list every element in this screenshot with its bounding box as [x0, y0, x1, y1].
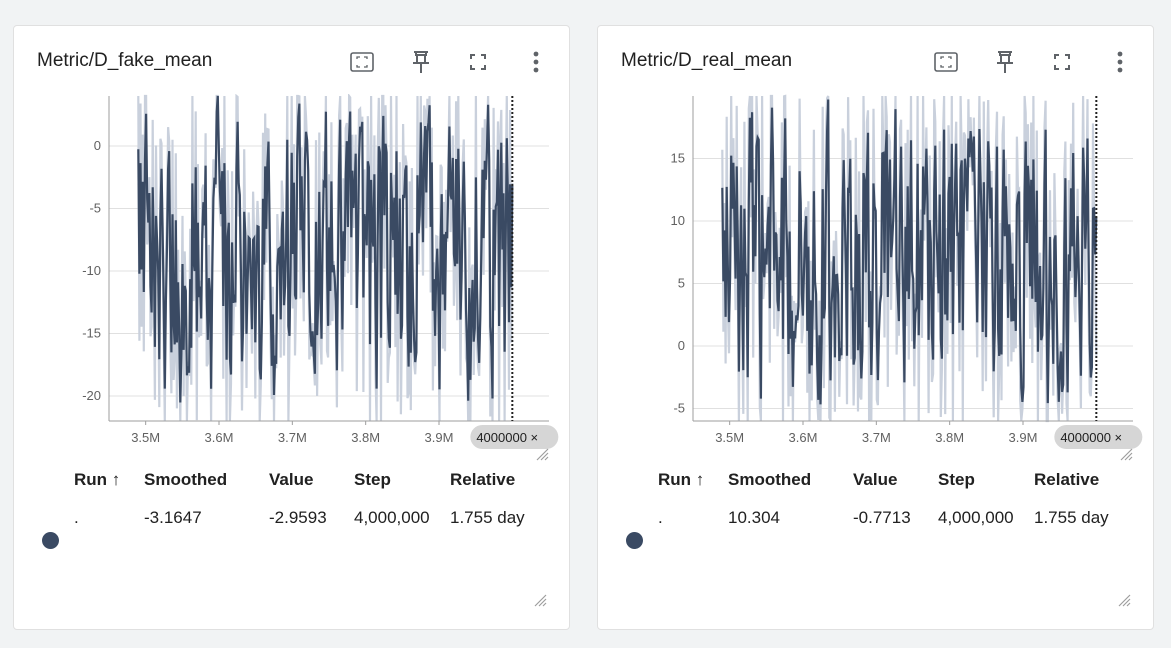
col-header-run[interactable]: Run ↑: [74, 470, 121, 489]
y-tick-label: -5: [673, 401, 685, 416]
smoothed-series-line: [721, 99, 1098, 405]
col-header-relative[interactable]: Relative: [1034, 470, 1100, 489]
pin-icon: [413, 51, 429, 73]
y-tick-label: -15: [82, 326, 101, 341]
col-header-smoothed[interactable]: Smoothed: [728, 470, 812, 489]
smoothed-series-line: [137, 95, 514, 403]
fullscreen-icon: [470, 54, 486, 70]
col-header-step[interactable]: Step: [938, 470, 975, 489]
scalar-card-d-real-mean: Metric/D_real_mean 15 10 5 0 -5 3.5M 3.6M 3.7M 3…: [597, 25, 1154, 630]
x-tick-label: 3.9M: [1009, 430, 1038, 445]
resize-handle-icon[interactable]: [1119, 447, 1133, 461]
resize-handle-icon[interactable]: [1117, 593, 1131, 607]
fit-domain-button[interactable]: [348, 48, 376, 76]
cell-value: -2.9593: [269, 508, 327, 527]
hover-step-pill: [470, 425, 559, 449]
col-header-run[interactable]: Run ↑: [658, 470, 705, 489]
more-vert-icon: [1117, 51, 1123, 73]
fullscreen-icon: [1054, 54, 1070, 70]
y-tick-label: -10: [82, 263, 101, 278]
pin-button[interactable]: [991, 48, 1019, 76]
x-tick-label: 3.6M: [789, 430, 818, 445]
cell-smoothed: 10.304: [728, 508, 780, 527]
cell-relative: 1.755 day: [1034, 508, 1109, 527]
cell-smoothed: -3.1647: [144, 508, 202, 527]
resize-handle-icon[interactable]: [533, 593, 547, 607]
y-tick-label: 15: [671, 151, 685, 166]
y-tick-label: 0: [678, 338, 685, 353]
cell-step: 4,000,000: [354, 508, 430, 527]
y-tick-label: -20: [82, 388, 101, 403]
more-vert-icon: [533, 51, 539, 73]
hover-step-label: 4000000 ×: [1060, 430, 1122, 445]
x-tick-label: 3.5M: [131, 430, 160, 445]
x-tick-label: 3.7M: [862, 430, 891, 445]
cell-run: .: [658, 508, 663, 527]
run-color-dot: [42, 532, 59, 549]
x-tick-label: 3.5M: [715, 430, 744, 445]
cell-run: .: [74, 508, 79, 527]
y-tick-label: -5: [89, 201, 101, 216]
col-header-smoothed[interactable]: Smoothed: [144, 470, 228, 489]
resize-handle-icon[interactable]: [535, 447, 549, 461]
card-title: Metric/D_fake_mean: [37, 50, 213, 71]
cell-step: 4,000,000: [938, 508, 1014, 527]
col-header-step[interactable]: Step: [354, 470, 391, 489]
fit-domain-button[interactable]: [932, 48, 960, 76]
line-chart[interactable]: 0 -5 -10 -15 -20 3.5M 3.6M 3.7M 3.8M 3.9M 4000000 …: [14, 94, 571, 462]
col-header-value[interactable]: Value: [269, 470, 314, 489]
fullscreen-button[interactable]: [464, 48, 492, 76]
pin-icon: [997, 51, 1013, 73]
fullscreen-button[interactable]: [1048, 48, 1076, 76]
more-options-button[interactable]: [522, 48, 550, 76]
fit-domain-icon: [934, 52, 958, 72]
card-title: Metric/D_real_mean: [621, 50, 793, 71]
col-header-relative[interactable]: Relative: [450, 470, 516, 489]
y-tick-label: 0: [94, 138, 101, 153]
hover-step-label: 4000000 ×: [476, 430, 538, 445]
hover-step-pill: [1054, 425, 1143, 449]
x-tick-label: 3.6M: [205, 430, 234, 445]
x-tick-label: 3.8M: [351, 430, 380, 445]
y-tick-label: 5: [678, 276, 685, 291]
x-tick-label: 3.8M: [935, 430, 964, 445]
run-color-dot: [626, 532, 643, 549]
x-tick-label: 3.7M: [278, 430, 307, 445]
pin-button[interactable]: [407, 48, 435, 76]
scalar-card-d-fake-mean: Metric/D_fake_mean 0 -5 -10 -15 -20 3.5M 3.6M 3…: [13, 25, 570, 630]
x-tick-label: 3.9M: [425, 430, 454, 445]
cell-relative: 1.755 day: [450, 508, 525, 527]
cell-value: -0.7713: [853, 508, 911, 527]
line-chart[interactable]: 15 10 5 0 -5 3.5M 3.6M 3.7M 3.8M 3.9M 4000000 ×: [598, 94, 1155, 462]
y-tick-label: 10: [671, 213, 685, 228]
fit-domain-icon: [350, 52, 374, 72]
col-header-value[interactable]: Value: [853, 470, 898, 489]
more-options-button[interactable]: [1106, 48, 1134, 76]
